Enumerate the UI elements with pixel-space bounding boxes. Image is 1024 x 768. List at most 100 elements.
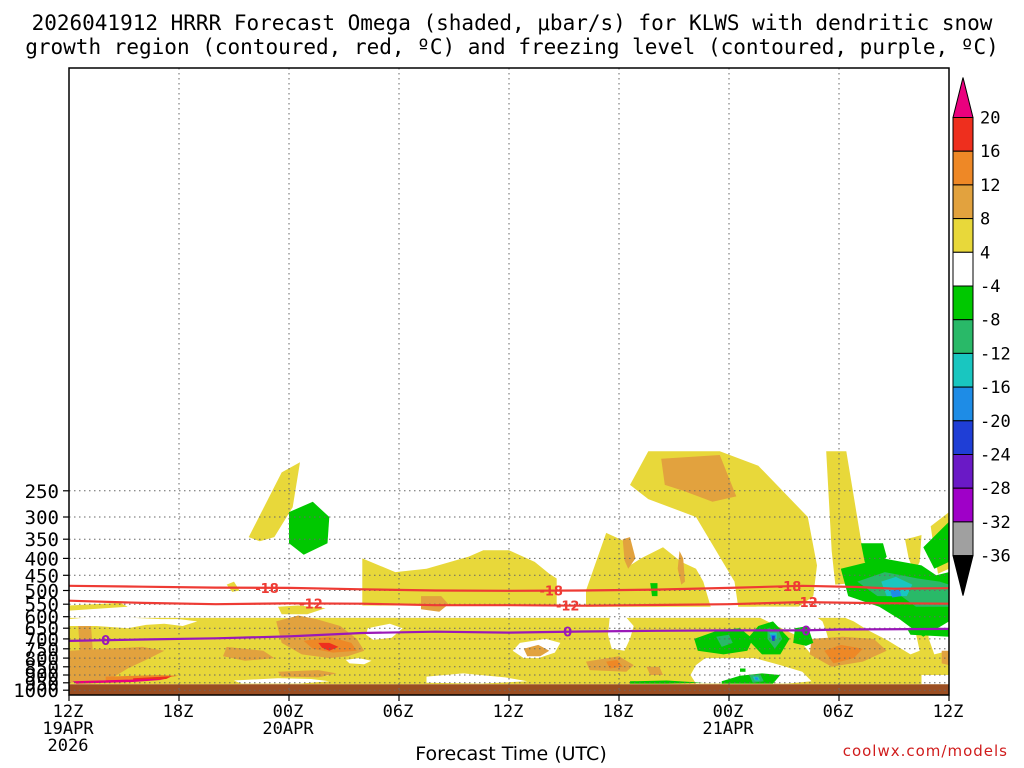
y-tick-label: 350 (25, 529, 59, 551)
omega-region (646, 666, 663, 675)
colorbar-label: -4 (980, 277, 1000, 297)
freezing-level-contour-label: 0 (563, 626, 572, 641)
ground-layer (69, 684, 949, 695)
chart-title-line-1: 2026041912 HRRR Forecast Omega (shaded, … (31, 11, 993, 35)
x-tick-label: 19APR (42, 719, 94, 739)
y-tick-label: 600 (25, 607, 59, 629)
colorbar-swatch (952, 352, 974, 388)
omega-region (861, 543, 887, 576)
colorbar-swatch (952, 218, 974, 253)
omega-region (677, 551, 685, 585)
omega-region (69, 602, 128, 611)
colorbar-label: -12 (980, 344, 1011, 364)
colorbar-label: -24 (980, 446, 1011, 466)
x-tick-label: 00Z (713, 702, 744, 722)
colorbar-swatch (952, 150, 974, 186)
omega-region (622, 537, 636, 569)
y-tick-label: 950 (25, 673, 59, 695)
colorbar-label: -36 (980, 547, 1011, 567)
x-tick-label: 12Z (53, 702, 84, 722)
x-tick-label: 06Z (383, 702, 414, 722)
colorbar-swatch (952, 487, 974, 523)
x-tick-label: 00Z (273, 702, 304, 722)
x-axis-title: Forecast Time (UTC) (415, 743, 607, 765)
colorbar-label: 20 (980, 109, 1000, 129)
colorbar-swatch (952, 420, 974, 455)
y-tick-label: 1000 (13, 680, 59, 702)
omega-region (234, 678, 330, 684)
omega-region (661, 455, 737, 502)
colorbar-label: 16 (980, 142, 1000, 162)
x-tick-label: 21APR (702, 719, 754, 739)
omega-region (881, 576, 913, 597)
y-tick-label: 450 (25, 565, 59, 587)
omega-region (523, 644, 550, 657)
omega-region (772, 635, 775, 641)
colorbar-swatch (952, 184, 974, 220)
colorbar-label: -32 (980, 513, 1011, 533)
x-tick-label: 20APR (262, 719, 314, 739)
ground-below-surface (69, 684, 949, 695)
y-tick-label: 700 (25, 629, 59, 651)
x-tick-label: 12Z (933, 702, 964, 722)
omega-region (905, 535, 922, 573)
colorbar: 20 16 12 8 4 -4 -8 -12 -16 -20 -24 -28 -32 -36 (952, 77, 1011, 596)
dgz-contour-label: -12 (556, 600, 580, 615)
colorbar-swatch (952, 251, 974, 287)
omega-region (248, 462, 300, 542)
omega-region (72, 679, 165, 684)
colorbar-swatch (952, 285, 974, 321)
omega-region (318, 642, 339, 651)
omega-region (223, 646, 275, 661)
omega-region (69, 646, 165, 683)
colorbar-label: -28 (980, 479, 1011, 499)
y-axis: 250 3003504004505005506006507007508008509… (13, 481, 69, 702)
colorbar-label: 4 (980, 243, 990, 263)
dgz-contour-label: -18 (778, 580, 802, 595)
omega-region (345, 658, 372, 665)
y-tick-label: 500 (25, 581, 59, 603)
omega-region (906, 628, 949, 637)
y-tick-label: 800 (25, 648, 59, 670)
omega-region (586, 532, 711, 607)
colorbar-swatch (952, 454, 974, 489)
x-tick-label: 18Z (603, 702, 634, 722)
omega-region (824, 644, 863, 664)
dgz-contour (69, 599, 949, 607)
omega-region (426, 673, 528, 684)
freezing-level-contour-label: 0 (801, 624, 810, 639)
colorbar-label: -16 (980, 378, 1011, 398)
chart-title-line-2: growth region (contoured, red, ºC) and f… (25, 35, 999, 59)
omega-region (289, 501, 330, 555)
x-tick-label: 2026 (48, 736, 89, 756)
y-tick-label: 900 (25, 665, 59, 687)
omega-region (921, 675, 949, 685)
dgz-contour (69, 584, 949, 592)
omega-region (630, 451, 817, 607)
colorbar-label: -8 (980, 311, 1000, 331)
y-tick-label: 550 (25, 594, 59, 616)
y-tick-label: 300 (25, 507, 59, 529)
y-tick-label: 750 (25, 639, 59, 661)
omega-region (690, 658, 812, 684)
colorbar-label: -20 (980, 412, 1011, 432)
colorbar-swatch (952, 319, 974, 354)
dgz-contour-label: -18 (539, 585, 563, 600)
colorbar-swatch (952, 117, 974, 152)
freezing-level-contour (69, 627, 949, 642)
site-credit[interactable]: coolwx.com/models (842, 742, 1008, 760)
omega-region (923, 521, 949, 569)
omega-region (278, 670, 337, 678)
x-tick-label: 06Z (823, 702, 854, 722)
colorbar-top-arrow (952, 77, 974, 118)
colorbar-label: 8 (980, 210, 990, 230)
omega-region (608, 615, 634, 651)
x-tick-label: 12Z (493, 702, 524, 722)
dgz-contour-label: -18 (255, 582, 279, 597)
omega-region (754, 677, 759, 680)
omega-region (69, 615, 198, 629)
freezing-level-contour-label: 0 (101, 634, 110, 649)
